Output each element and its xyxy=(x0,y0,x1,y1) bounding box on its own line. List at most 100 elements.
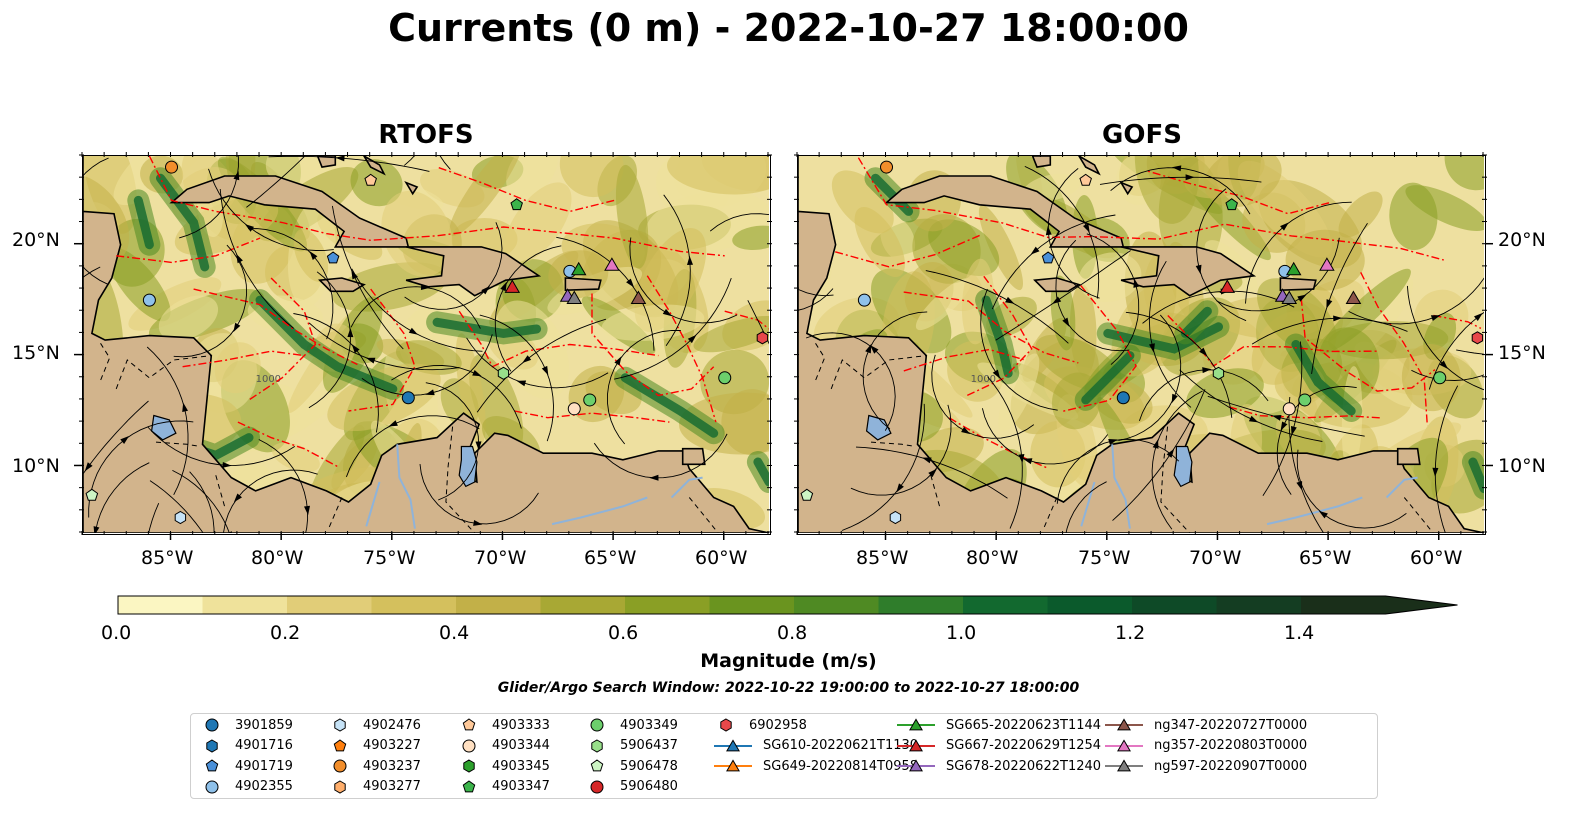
legend-label: 4903277 xyxy=(363,779,421,794)
cbar-tick-7: 1.4 xyxy=(1284,622,1315,644)
marker-ng597-20220907T0000[interactable] xyxy=(566,290,583,304)
colorbar-segment xyxy=(963,596,1048,614)
legend-swatch[interactable] xyxy=(463,759,475,773)
cbar-tick-2: 0.4 xyxy=(439,622,470,644)
marker-4903333[interactable] xyxy=(364,173,377,186)
marker-4902476[interactable] xyxy=(174,510,187,525)
marker-4903349[interactable] xyxy=(583,393,597,407)
legend-label: 4903227 xyxy=(363,738,421,753)
marker-4902355[interactable] xyxy=(142,293,156,307)
legend-swatch[interactable] xyxy=(720,718,732,732)
legend-item-4903333: 4903333 xyxy=(456,717,550,733)
marker-SG667-20220629T1254[interactable] xyxy=(504,279,521,293)
marker-3901859[interactable] xyxy=(401,391,415,405)
marker-4901719[interactable] xyxy=(326,251,340,264)
legend-label: 4903345 xyxy=(492,758,550,774)
legend-swatch[interactable] xyxy=(333,759,347,773)
marker-5906437[interactable] xyxy=(497,366,510,380)
marker-4903344[interactable] xyxy=(1282,402,1296,416)
marker-4903347[interactable] xyxy=(510,198,523,211)
lon-label-60w-gofs: 60°W xyxy=(1410,547,1463,569)
legend-label: 4903347 xyxy=(492,779,550,794)
legend-swatch[interactable] xyxy=(590,780,604,793)
circle-marker-icon xyxy=(205,718,219,732)
axis-ticks xyxy=(74,152,1493,540)
marker-6902958[interactable] xyxy=(1471,331,1484,345)
marker-4903237[interactable] xyxy=(880,160,894,174)
legend-label: SG665-20220623T1144 xyxy=(946,717,1102,733)
marker-4901719[interactable] xyxy=(1041,251,1055,264)
legend-label: 4902355 xyxy=(235,779,293,794)
lat-label-10n: 10°N xyxy=(12,455,60,477)
legend-swatch[interactable] xyxy=(333,738,347,751)
legend-swatch[interactable] xyxy=(462,718,476,731)
marker-4903347[interactable] xyxy=(1225,198,1238,211)
marker-SG667-20220629T1254[interactable] xyxy=(1219,279,1236,293)
legend-swatch[interactable] xyxy=(1117,738,1131,751)
marker-3901859[interactable] xyxy=(1116,391,1130,405)
marker-ng347-20220727T0000[interactable] xyxy=(630,290,647,304)
cbar-tick-4: 0.8 xyxy=(777,622,808,644)
marker-SG665-20220623T1144[interactable] xyxy=(570,261,587,276)
legend-swatch[interactable] xyxy=(590,718,604,732)
colorbar-segment xyxy=(118,596,203,614)
legend-item-4903277: 4903277 xyxy=(327,779,421,795)
marker-4902476[interactable] xyxy=(889,510,902,525)
marker-4903237[interactable] xyxy=(165,160,179,174)
currents-map-rtofs: 1000 xyxy=(83,156,769,533)
lon-label-60w: 60°W xyxy=(695,547,748,569)
cbar-tick-0: 0.0 xyxy=(101,622,132,644)
legend-swatch[interactable] xyxy=(726,759,740,772)
legend-swatch[interactable] xyxy=(462,779,476,792)
legend-label: ng357-20220803T0000 xyxy=(1154,738,1308,753)
legend-item-5906480: 5906480 xyxy=(584,779,678,795)
marker-6902958[interactable] xyxy=(756,331,769,345)
marker-5906478[interactable] xyxy=(85,488,99,501)
marker-ng347-20220727T0000[interactable] xyxy=(1345,290,1362,304)
marker-4902355[interactable] xyxy=(857,293,871,307)
marker-ng357-20220803T0000[interactable] xyxy=(604,257,620,271)
legend-label: 5906480 xyxy=(620,779,678,794)
marker-4903349[interactable] xyxy=(1433,371,1447,385)
marker-5906478[interactable] xyxy=(800,488,814,501)
legend-swatch[interactable] xyxy=(205,759,219,772)
legend-swatch[interactable] xyxy=(726,738,740,751)
marker-5906437[interactable] xyxy=(1212,366,1225,380)
legend-swatch[interactable] xyxy=(590,759,604,772)
marker-ng597-20220907T0000[interactable] xyxy=(1281,290,1298,304)
marker-SG665-20220623T1144[interactable] xyxy=(1285,261,1302,276)
legend-swatch[interactable] xyxy=(334,718,346,732)
triangle-marker-icon xyxy=(714,738,752,751)
marker-4903349[interactable] xyxy=(1298,393,1312,407)
marker-4903344[interactable] xyxy=(567,402,581,416)
legend-swatch[interactable] xyxy=(909,738,923,751)
legend-swatch[interactable] xyxy=(909,718,923,731)
legend-swatch[interactable] xyxy=(205,718,219,732)
map-panel-gofs[interactable]: 1000 xyxy=(797,155,1486,535)
legend-swatch[interactable] xyxy=(591,738,603,753)
legend-swatch[interactable] xyxy=(909,759,923,772)
colorbar-segment xyxy=(1301,596,1386,614)
triangle-marker-icon xyxy=(897,718,935,731)
legend-swatch[interactable] xyxy=(1117,759,1131,772)
map-panel-rtofs[interactable]: 1000 xyxy=(82,155,771,535)
colorbar xyxy=(117,595,1458,615)
lon-label-85w: 85°W xyxy=(141,547,194,569)
legend-item-4901716: 4901716 xyxy=(199,738,293,754)
marker-ng357-20220803T0000[interactable] xyxy=(1319,257,1335,271)
marker-4903333[interactable] xyxy=(1079,173,1092,186)
legend-swatch[interactable] xyxy=(1117,718,1131,731)
legend-swatch[interactable] xyxy=(462,739,476,752)
legend-item-5906478: 5906478 xyxy=(584,758,678,774)
marker-4903349[interactable] xyxy=(718,371,732,385)
legend-item-SG610-20220621T1130: SG610-20220621T1130 xyxy=(713,738,918,754)
legend-swatch[interactable] xyxy=(334,779,346,794)
eez-boundaries xyxy=(116,156,769,468)
legend-label: SG610-20220621T1130 xyxy=(763,738,919,753)
legend-item-3901859: 3901859 xyxy=(199,717,293,733)
hexagon-marker-icon xyxy=(463,759,475,773)
legend-swatch[interactable] xyxy=(206,738,218,753)
legend-swatch[interactable] xyxy=(205,780,219,793)
legend-label: 6902958 xyxy=(749,717,807,733)
colorbar-segment xyxy=(625,596,710,614)
